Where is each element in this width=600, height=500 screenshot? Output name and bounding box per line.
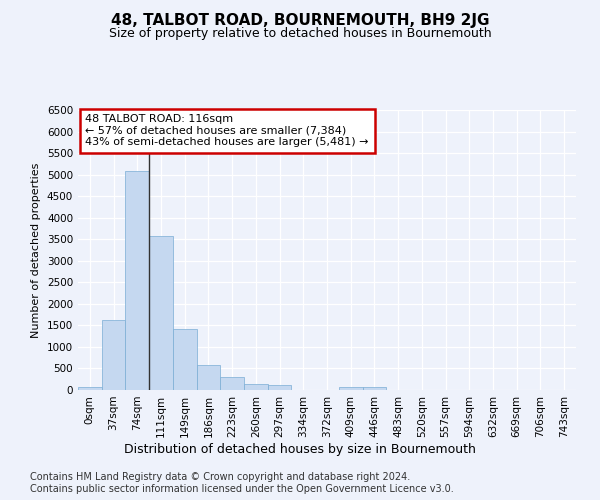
Text: 48, TALBOT ROAD, BOURNEMOUTH, BH9 2JG: 48, TALBOT ROAD, BOURNEMOUTH, BH9 2JG [111,12,489,28]
Bar [102,320,125,390]
Text: Contains public sector information licensed under the Open Government Licence v3: Contains public sector information licen… [30,484,454,494]
Bar [220,377,244,390]
Bar [125,171,149,390]
Text: Contains HM Land Registry data © Crown copyright and database right 2024.: Contains HM Land Registry data © Crown c… [30,472,410,482]
Bar [268,386,292,390]
Bar [362,387,386,390]
Text: 48 TALBOT ROAD: 116sqm
← 57% of detached houses are smaller (7,384)
43% of semi-: 48 TALBOT ROAD: 116sqm ← 57% of detached… [85,114,369,148]
Bar [173,329,197,390]
Bar [244,384,268,390]
Text: Size of property relative to detached houses in Bournemouth: Size of property relative to detached ho… [109,28,491,40]
Bar [197,365,220,390]
Text: Distribution of detached houses by size in Bournemouth: Distribution of detached houses by size … [124,442,476,456]
Bar [149,236,173,390]
Y-axis label: Number of detached properties: Number of detached properties [31,162,41,338]
Bar [339,387,362,390]
Bar [78,387,102,390]
